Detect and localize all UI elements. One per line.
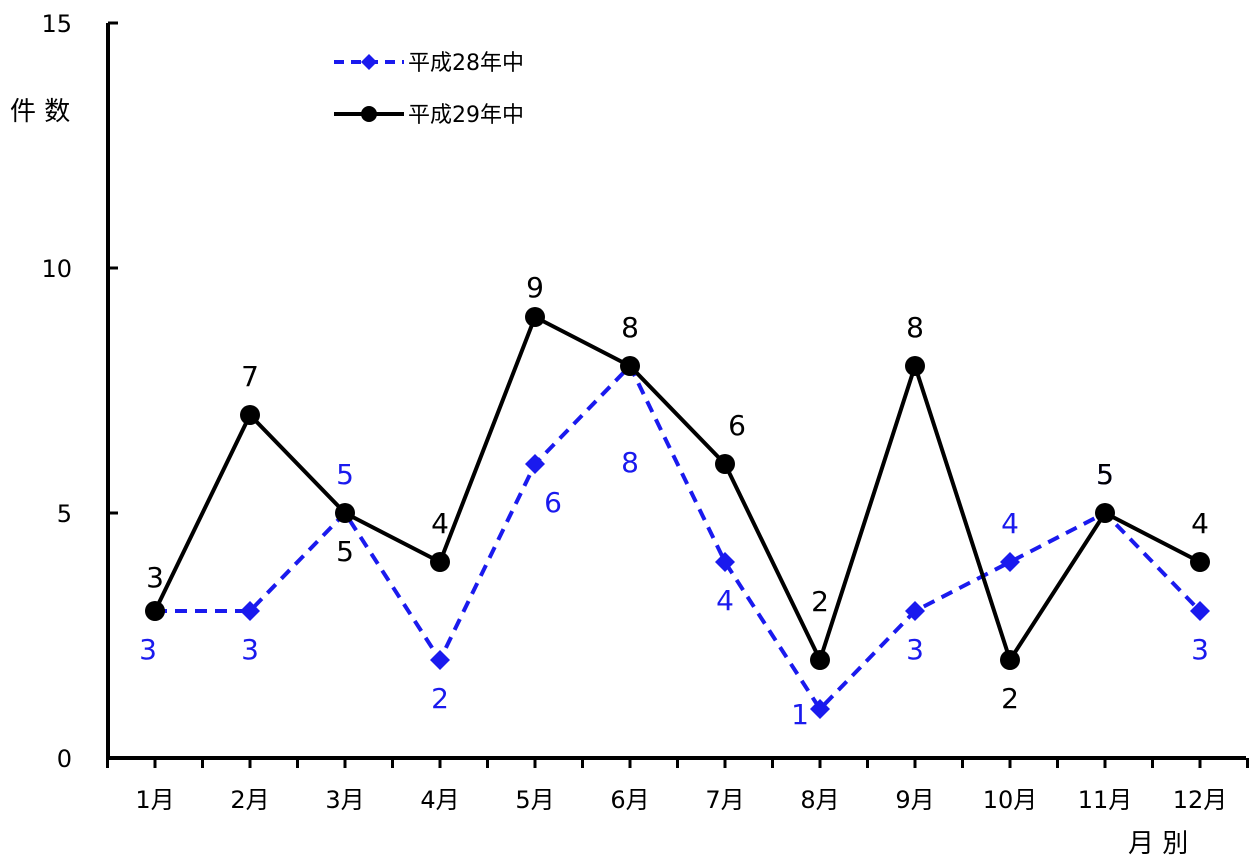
y-tick-label: 0 xyxy=(57,745,72,773)
data-point xyxy=(240,601,260,621)
x-tick-label: 10月 xyxy=(983,786,1038,814)
data-label: 4 xyxy=(1001,507,1019,540)
axes xyxy=(106,23,1246,760)
legend-label: 平成28年中 xyxy=(408,51,524,76)
legend-marker xyxy=(361,106,377,122)
x-tick-label: 7月 xyxy=(705,786,744,814)
x-tick-label: 2月 xyxy=(230,786,269,814)
series-line xyxy=(153,314,1201,666)
data-point xyxy=(1000,650,1020,670)
y-tick-label: 15 xyxy=(41,10,72,38)
x-tick-label: 8月 xyxy=(800,786,839,814)
legend-marker xyxy=(361,54,377,70)
data-label: 5 xyxy=(1096,458,1114,491)
data-label: 8 xyxy=(621,311,639,344)
data-label: 3 xyxy=(146,561,164,594)
data-label: 2 xyxy=(1001,682,1019,715)
x-tick-label: 6月 xyxy=(610,786,649,814)
data-point xyxy=(620,356,640,376)
data-point xyxy=(145,601,165,621)
data-point xyxy=(715,552,735,572)
y-axis-title: 件 数 xyxy=(10,97,70,127)
x-tick-label: 12月 xyxy=(1173,786,1228,814)
data-label: 9 xyxy=(526,271,544,304)
data-point xyxy=(430,650,450,670)
x-tick-label: 4月 xyxy=(420,786,459,814)
data-label: 3 xyxy=(1191,633,1209,666)
data-label: 6 xyxy=(728,409,746,442)
data-point xyxy=(1000,552,1020,572)
data-point xyxy=(240,405,260,425)
data-point xyxy=(335,503,355,523)
data-label: 4 xyxy=(716,584,734,617)
x-tick-label: 3月 xyxy=(325,786,364,814)
legend-item: 平成29年中 xyxy=(334,103,524,128)
data-label: 7 xyxy=(241,360,259,393)
x-axis-ticks: 1月 2月 3月 4月 5月 6月 7月 8月 9月 10月 11月 12月 xyxy=(106,758,1249,814)
y-tick-label: 5 xyxy=(57,500,72,528)
data-label: 3 xyxy=(139,633,157,666)
x-tick-label: 1月 xyxy=(135,786,174,814)
data-label: 5 xyxy=(336,535,354,568)
data-point xyxy=(1190,601,1210,621)
series-2: 3 7 5 4 9 8 6 2 8 2 5 4 xyxy=(145,271,1210,715)
data-point xyxy=(525,454,545,474)
series-layer: 3 3 5 2 6 8 4 1 3 4 5 33 7 5 4 9 8 6 2 8 2 5 4 xyxy=(139,271,1210,731)
data-label: 5 xyxy=(336,458,354,491)
data-label: 3 xyxy=(906,633,924,666)
x-tick-label: 9月 xyxy=(895,786,934,814)
x-axis-title: 月 別 xyxy=(1128,829,1188,859)
data-point xyxy=(525,307,545,327)
data-point xyxy=(715,454,735,474)
data-point xyxy=(810,650,830,670)
x-tick-label: 11月 xyxy=(1078,786,1133,814)
data-point xyxy=(1190,552,1210,572)
data-label: 1 xyxy=(791,698,809,731)
data-label: 2 xyxy=(811,585,829,618)
data-point xyxy=(905,601,925,621)
legend-item: 平成28年中 xyxy=(334,51,524,76)
data-label: 2 xyxy=(431,682,449,715)
data-label: 3 xyxy=(241,633,259,666)
data-point xyxy=(430,552,450,572)
data-point xyxy=(1095,503,1115,523)
data-point xyxy=(810,699,830,719)
data-point xyxy=(905,356,925,376)
series-line xyxy=(155,362,1202,713)
data-label: 4 xyxy=(1191,507,1209,540)
data-label: 5 xyxy=(1096,458,1114,491)
data-label: 4 xyxy=(431,507,449,540)
data-label: 8 xyxy=(621,446,639,479)
y-axis-ticks: 0 5 10 15 xyxy=(41,10,118,773)
data-label: 8 xyxy=(906,311,924,344)
x-tick-label: 5月 xyxy=(515,786,554,814)
data-label: 6 xyxy=(544,486,562,519)
y-tick-label: 10 xyxy=(41,255,72,283)
legend-label: 平成29年中 xyxy=(408,103,524,128)
